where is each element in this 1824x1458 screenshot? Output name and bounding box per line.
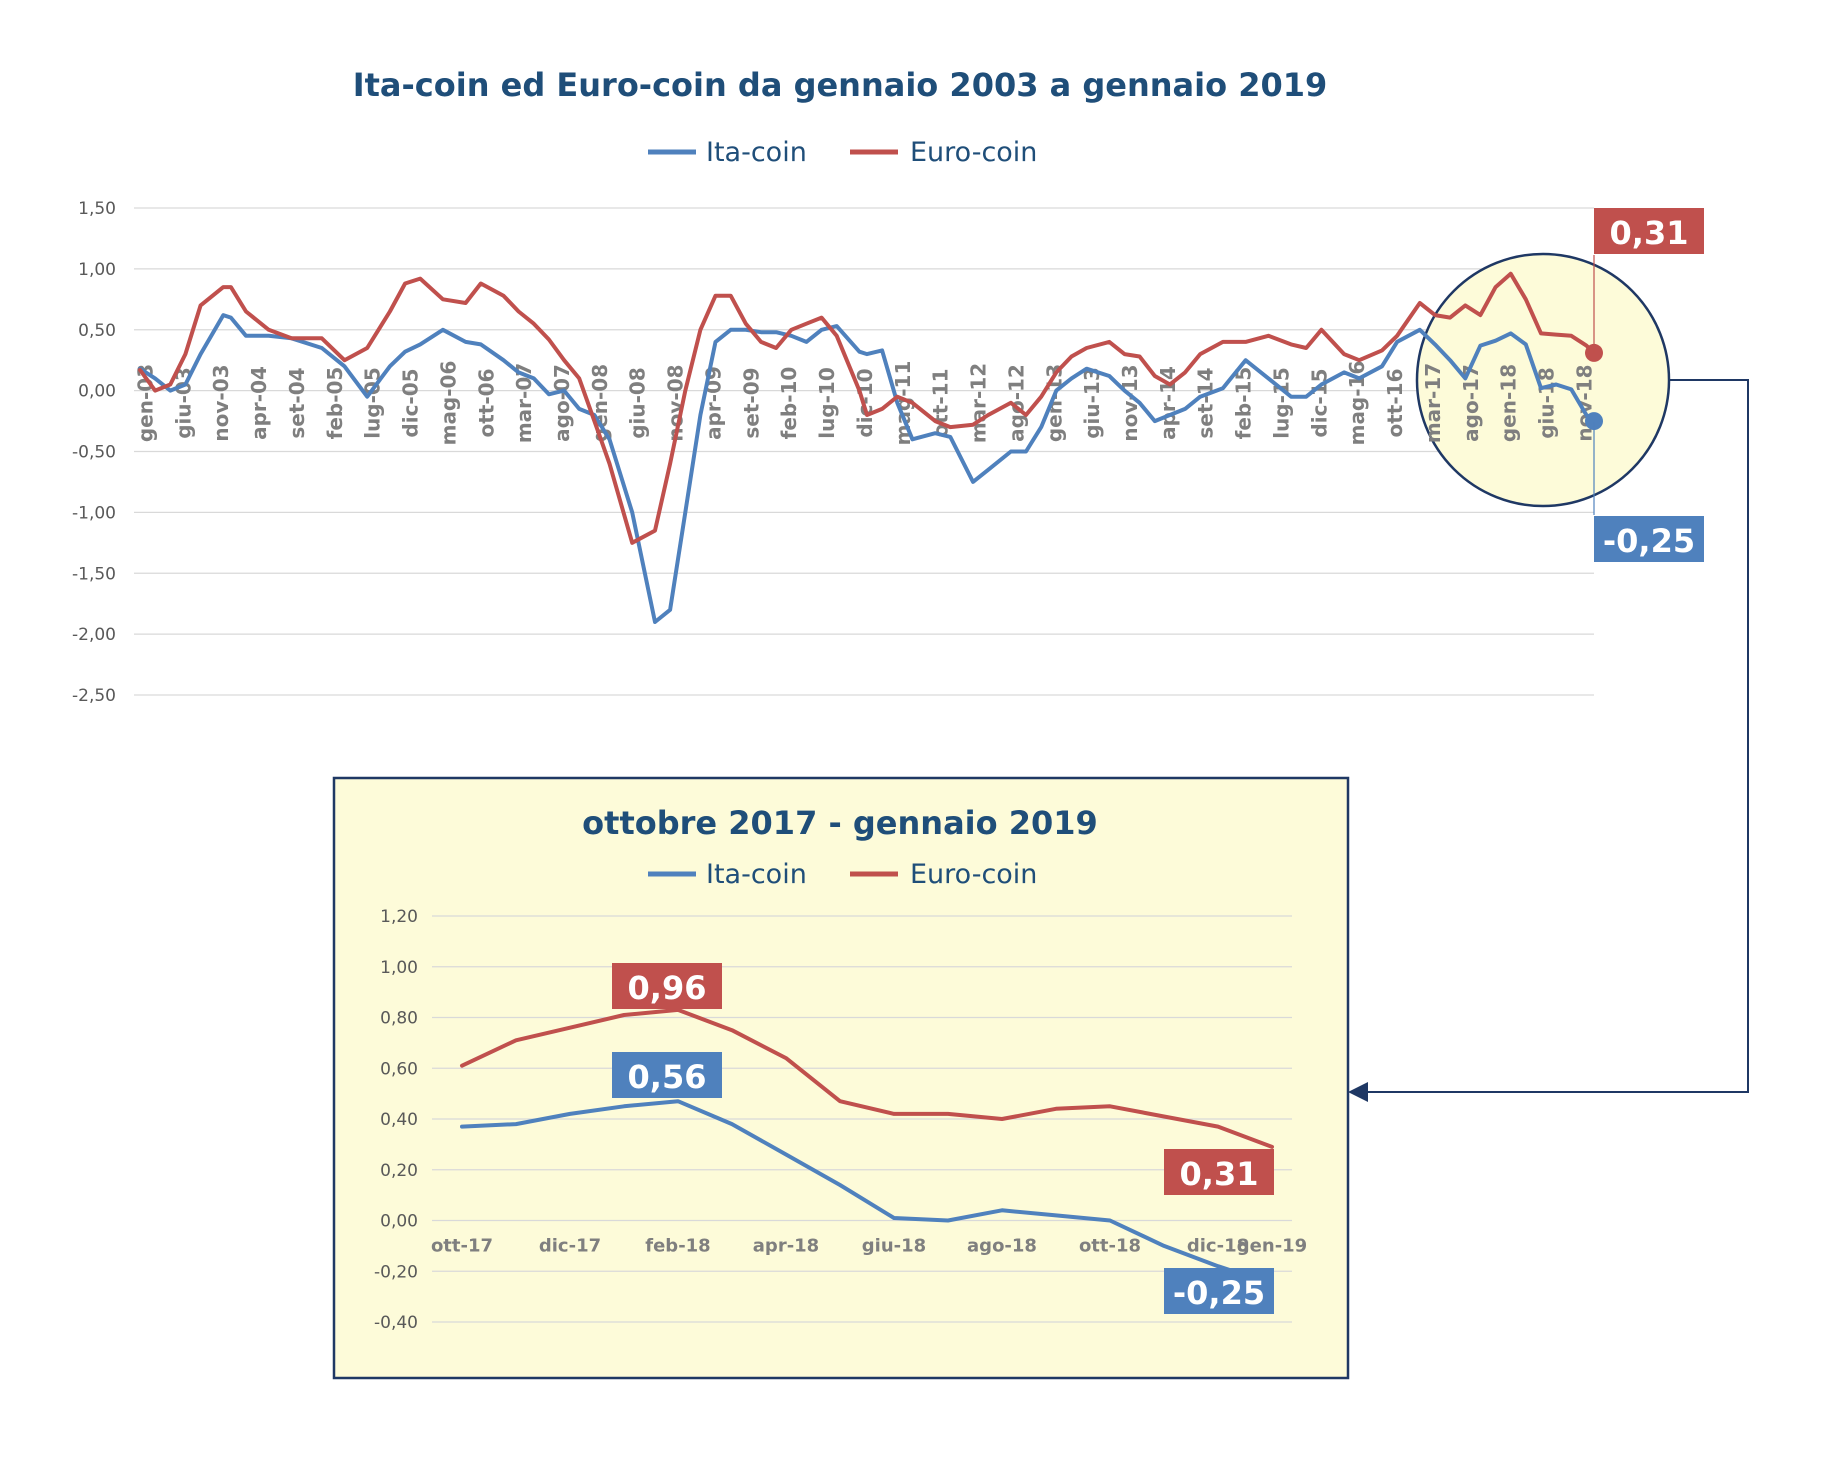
main-y-tick-label: 1,50 [78,199,116,219]
inset-y-tick-label: 0,40 [380,1110,418,1130]
inset-x-tick-label: apr-18 [753,1236,819,1257]
inset-y-tick-label: 0,00 [380,1212,418,1232]
main-y-tick-label: 1,00 [78,260,116,280]
inset-x-tick-label: feb-18 [645,1236,710,1257]
inset-series-line-ita [460,1099,1274,1286]
inset-x-tick-label: giu-18 [862,1236,926,1257]
inset-x-tick-label: dic-17 [539,1236,601,1257]
badge-inset-ita-end-label: -0,25 [1173,1274,1265,1312]
inset-series-line-euro [460,1007,1274,1149]
main-y-tick-label: -1,50 [72,564,116,584]
inset-y-tick-label: -0,20 [374,1262,418,1282]
badge-inset-euro-end: 0,31 [1164,1149,1274,1195]
main-x-tick-label: feb-15 [1232,367,1256,440]
main-y-tick-label: -1,00 [72,503,116,523]
main-x-tick-label: dic-15 [1307,368,1331,437]
legend-label-ita: Ita-coin [706,137,807,168]
main-x-tick-label: ott-16 [1383,369,1407,438]
main-x-tick-label: set-04 [285,367,309,438]
main-x-tick-label: nov-03 [209,364,233,441]
inset-legend-label-euro: Euro-coin [910,859,1037,890]
main-series-line-ita [138,313,1596,624]
inset-y-axis-ticks: 1,20 1,00 0,80 0,60 0,40 0,20 0,00 -0,20 -0,40 [374,907,418,1333]
inset-y-tick-label: 1,00 [380,958,418,978]
main-chart-title: Ita-coin ed Euro-coin da gennaio 2003 a … [353,66,1328,104]
main-x-tick-label: feb-05 [323,367,347,440]
badge-inset-ita-end: -0,25 [1164,1268,1274,1314]
badge-inset-ita-end-bg [1164,1268,1274,1314]
main-x-tick-label: set-09 [739,367,763,438]
inset-y-tick-label: 1,20 [380,907,418,927]
inset-y-tick-label: 0,80 [380,1009,418,1029]
main-x-tick-label: gen-18 [1497,364,1521,442]
badge-inset-ita-peak: 0,56 [612,1052,722,1098]
inset-legend-label-ita: Ita-coin [706,859,807,890]
main-x-tick-label: set-14 [1194,367,1218,438]
badge-main-ita-end-bg [1594,516,1704,562]
main-chart: Ita-coin ed Euro-coin da gennaio 2003 a … [72,66,1704,706]
main-y-tick-label: -2,00 [72,625,116,645]
inset-x-tick-label: dic-18 [1187,1236,1249,1257]
main-y-tick-label: -2,50 [72,686,116,706]
main-series-line-euro [138,271,1596,545]
main-x-tick-label: mag-06 [436,361,460,446]
badge-main-euro-end: 0,31 [1594,208,1704,254]
main-x-tick-label: giu-03 [171,367,195,439]
badge-inset-euro-peak-label: 0,96 [628,969,707,1007]
inset-series-lines [460,1007,1274,1286]
main-y-axis-ticks: 1,50 1,00 0,50 0,00 -0,50 -1,00 -1,50 -2,00 -2,5… [72,199,116,706]
main-x-tick-label: apr-04 [247,366,271,440]
main-x-tick-label: mar-17 [1421,363,1445,443]
main-x-tick-label: gen-08 [588,364,612,442]
inset-y-tick-label: 0,20 [380,1161,418,1181]
main-series-end-marker-ita [1585,412,1603,431]
main-x-tick-label: apr-09 [701,366,725,440]
inset-x-tick-label: ago-18 [967,1236,1037,1257]
main-x-tick-label: lug-10 [815,367,839,439]
inset-y-tick-label: 0,60 [380,1059,418,1079]
inset-x-tick-label: ott-17 [431,1236,493,1257]
main-x-tick-label: ago-07 [550,364,574,442]
main-y-tick-label: 0,00 [78,382,116,402]
zoom-connector-arrow [1348,1082,1368,1102]
zoom-connector-line [1366,379,1749,1093]
inset-x-axis-ticks: ott-17 dic-17 feb-18 apr-18 giu-18 ago-18 ott-… [431,1236,1307,1257]
main-legend: Ita-coin Euro-coin [648,137,1037,168]
main-series-lines [138,271,1603,624]
badge-inset-ita-peak-label: 0,56 [628,1058,707,1096]
main-x-tick-label: giu-08 [626,367,650,439]
main-x-tick-label: dic-05 [399,368,423,437]
main-x-tick-label: feb-10 [777,367,801,440]
main-gridlines [134,207,1594,696]
legend-label-euro: Euro-coin [910,137,1037,168]
badge-inset-euro-end-label: 0,31 [1180,1155,1259,1193]
main-x-tick-label: mar-12 [967,363,991,443]
inset-y-tick-label: -0,40 [374,1313,418,1333]
badge-inset-euro-end-bg [1164,1149,1274,1195]
inset-x-tick-label: gen-19 [1237,1236,1307,1257]
main-x-tick-label: nov-18 [1572,364,1596,441]
badge-main-euro-end-label: 0,31 [1610,214,1689,252]
badge-main-euro-end-bg [1594,208,1704,254]
badge-inset-ita-peak-bg [612,1052,722,1098]
main-y-tick-label: 0,50 [78,321,116,341]
badge-inset-euro-peak: 0,96 [612,963,722,1009]
inset-x-tick-label: ott-18 [1079,1236,1141,1257]
inset-legend: Ita-coin Euro-coin [648,859,1037,890]
main-x-tick-label: giu-13 [1080,367,1104,439]
inset-gridlines [432,915,1292,1323]
badge-inset-euro-peak-bg [612,963,722,1009]
badge-main-ita-end-label: -0,25 [1603,522,1695,560]
badge-main-ita-end: -0,25 [1594,516,1704,562]
main-x-tick-label: ott-06 [474,369,498,438]
main-y-tick-label: -0,50 [72,443,116,463]
inset-chart: ottobre 2017 - gennaio 2019 Ita-coin Eur… [332,776,1350,1380]
inset-chart-title: ottobre 2017 - gennaio 2019 [582,804,1098,842]
main-x-tick-label: lug-15 [1269,367,1293,439]
